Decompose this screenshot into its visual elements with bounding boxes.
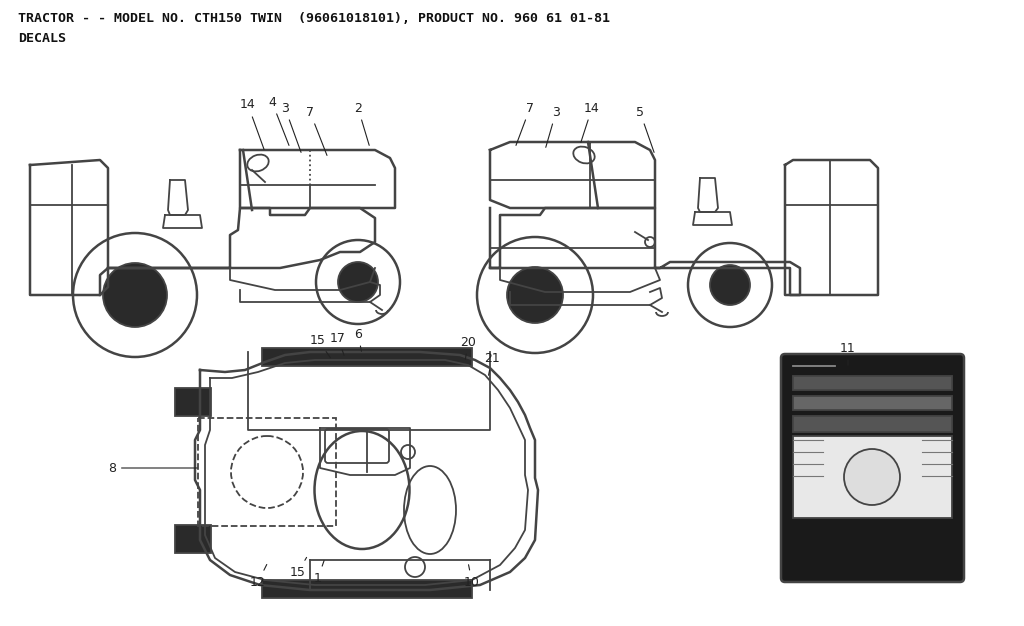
Text: 11: 11 xyxy=(840,342,856,365)
Bar xyxy=(793,436,952,518)
Text: 15: 15 xyxy=(290,557,306,578)
Text: 6: 6 xyxy=(354,327,361,351)
FancyBboxPatch shape xyxy=(781,354,964,582)
Text: 12: 12 xyxy=(250,565,267,588)
Circle shape xyxy=(844,449,900,505)
Text: 1: 1 xyxy=(314,561,324,585)
Text: 21: 21 xyxy=(484,352,500,375)
Circle shape xyxy=(507,267,563,323)
Bar xyxy=(198,418,336,526)
Bar xyxy=(262,348,472,366)
Bar xyxy=(793,416,952,432)
Text: 4: 4 xyxy=(268,96,289,145)
Text: 3: 3 xyxy=(546,106,560,147)
Bar xyxy=(262,580,472,598)
Text: 14: 14 xyxy=(240,98,264,150)
Circle shape xyxy=(710,265,750,305)
Text: 7: 7 xyxy=(306,106,327,155)
Text: DECALS: DECALS xyxy=(18,32,66,45)
Text: 20: 20 xyxy=(460,336,476,359)
Bar xyxy=(175,388,211,416)
Text: 3: 3 xyxy=(281,101,301,152)
Text: 7: 7 xyxy=(516,101,534,145)
Text: 5: 5 xyxy=(636,106,654,152)
Text: 2: 2 xyxy=(354,101,370,145)
Text: 17: 17 xyxy=(330,332,346,356)
Text: 14: 14 xyxy=(581,101,600,142)
Text: 15: 15 xyxy=(310,334,331,357)
Bar xyxy=(175,525,211,553)
Bar xyxy=(793,376,952,390)
Text: 10: 10 xyxy=(464,565,480,588)
Circle shape xyxy=(103,263,167,327)
Circle shape xyxy=(338,262,378,302)
Bar xyxy=(793,396,952,410)
Text: 8: 8 xyxy=(108,461,198,475)
Text: TRACTOR - - MODEL NO. CTH150 TWIN  (96061018101), PRODUCT NO. 960 61 01-81: TRACTOR - - MODEL NO. CTH150 TWIN (96061… xyxy=(18,12,610,25)
